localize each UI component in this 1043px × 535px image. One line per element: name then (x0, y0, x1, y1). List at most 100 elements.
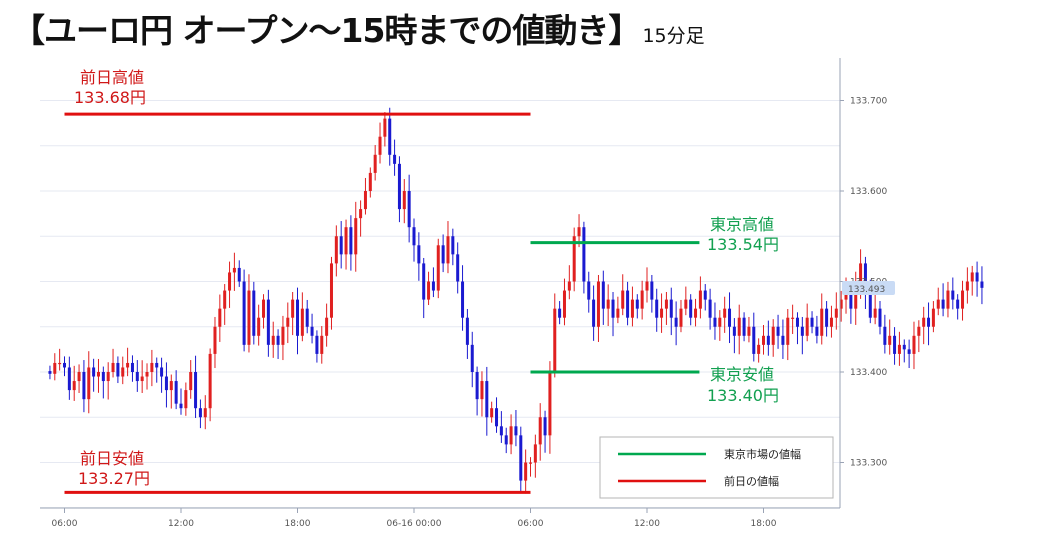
y-tick-label: 133.400 (850, 368, 887, 378)
candle-body (810, 317, 814, 327)
candle-body (208, 353, 212, 409)
prev-high-label: 前日高値 (80, 68, 144, 87)
candle-body (728, 308, 732, 327)
candle-body (567, 281, 571, 291)
candle-body (160, 367, 164, 377)
candle-body (485, 381, 489, 418)
candles (48, 107, 984, 494)
candle-body (630, 299, 634, 318)
candle-body (393, 154, 397, 164)
candle-body (951, 290, 955, 300)
candle-body (92, 367, 96, 377)
candle-body (893, 335, 897, 354)
candle-body (771, 326, 775, 345)
candle-body (111, 362, 115, 372)
candle-body (732, 326, 736, 336)
candle-body (130, 362, 134, 372)
candle-body (538, 417, 542, 445)
candle-body (611, 299, 615, 318)
candle-body (553, 308, 557, 372)
candle-body (825, 308, 829, 327)
candle-body (431, 281, 435, 291)
candle-body (587, 281, 591, 300)
candle-body (917, 326, 921, 336)
candle-body (237, 267, 241, 282)
candle-body (82, 372, 86, 400)
candle-body (596, 281, 600, 327)
tokyo-high-label: 東京高値 (710, 215, 774, 234)
candle-body (53, 362, 57, 374)
candle-body (761, 335, 766, 345)
candle-body (121, 367, 125, 377)
candle-body (174, 381, 178, 404)
candle-body (975, 272, 979, 282)
candle-body (519, 435, 523, 481)
candle-body (291, 299, 295, 318)
candle-body (77, 372, 81, 382)
candle-body (815, 326, 819, 336)
candle-body (451, 236, 455, 255)
range-lines (64, 112, 700, 494)
candle-body (912, 335, 916, 354)
candle-body (528, 462, 533, 464)
candle-body (325, 317, 329, 336)
tokyo-low-value: 133.40円 (707, 386, 779, 405)
candle-body (645, 281, 649, 291)
candle-body (373, 154, 377, 173)
candle-body (616, 308, 620, 318)
candle-body (339, 236, 343, 255)
legend-tokyo-label: 東京市場の値幅 (724, 447, 801, 461)
candle-body (582, 227, 586, 282)
candle-body (970, 272, 974, 282)
candle-body (747, 326, 751, 336)
candle-body (897, 344, 901, 354)
candle-body (475, 372, 479, 400)
candle-body (844, 290, 848, 300)
candle-body (72, 381, 76, 391)
y-tick-label: 133.700 (850, 97, 887, 107)
candle-body (145, 372, 149, 377)
candle-body (96, 372, 100, 377)
candle-body (965, 281, 969, 291)
candle-body (927, 317, 931, 327)
tokyo-low-label: 東京安値 (710, 365, 774, 384)
candle-body (650, 281, 654, 300)
current-price-label: 133.493 (848, 285, 885, 295)
candle-body (592, 299, 596, 327)
candle-body (713, 317, 717, 327)
prev-high-value: 133.68円 (74, 88, 146, 107)
candle-body (320, 335, 324, 354)
candle-body (140, 376, 144, 382)
candle-body (849, 290, 853, 309)
candle-body (907, 349, 911, 354)
candle-body (242, 281, 246, 345)
candle-body (101, 372, 105, 382)
candle-body (660, 308, 664, 318)
candle-body (257, 317, 261, 336)
candle-body (315, 335, 319, 354)
x-tick-label: 12:00 (634, 519, 660, 529)
candle-body (718, 317, 722, 327)
candle-body (621, 290, 625, 309)
current-price-badge-bg (842, 281, 895, 295)
prev-low-value: 133.27円 (78, 469, 150, 488)
tokyo-high-value: 133.54円 (707, 235, 779, 254)
candle-body (577, 227, 581, 237)
candle-body (271, 335, 275, 345)
candle-body (397, 163, 401, 210)
y-tick-label: 133.600 (850, 187, 887, 197)
x-tick-label: 06-16 00:00 (387, 519, 442, 529)
candle-body (344, 227, 348, 255)
candle-body (606, 299, 610, 309)
candle-body (490, 408, 494, 418)
candle-body (228, 272, 232, 291)
candle-body (198, 408, 202, 418)
candle-body (708, 299, 712, 318)
candle-body (295, 299, 300, 336)
candle-body (936, 299, 940, 309)
candle-body (499, 426, 503, 436)
candle-body (664, 299, 668, 309)
current-price-badge: 133.493 (842, 281, 895, 295)
x-tick-label: 12:00 (168, 519, 194, 529)
candle-body (266, 299, 270, 345)
